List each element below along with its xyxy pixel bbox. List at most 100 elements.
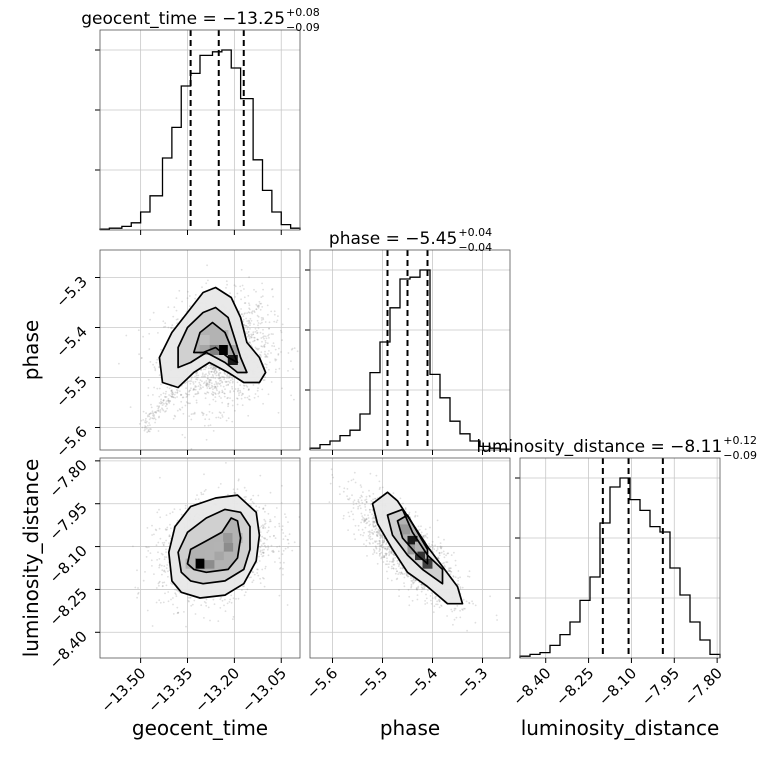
scatter-point	[424, 534, 427, 537]
scatter-point	[188, 415, 191, 417]
scatter-point	[151, 524, 153, 527]
scatter-point	[277, 353, 280, 355]
scatter-point	[226, 397, 229, 400]
scatter-point	[211, 385, 214, 388]
scatter-point	[227, 403, 230, 405]
scatter-point	[374, 525, 376, 528]
scatter-tail-point	[168, 387, 171, 390]
panel-frame	[99, 29, 301, 231]
scatter-point	[260, 302, 263, 305]
panel-frame	[519, 457, 721, 659]
scatter-point	[393, 563, 396, 566]
scatter-point	[181, 300, 184, 303]
scatter-point	[189, 597, 191, 599]
scatter-point	[259, 331, 262, 334]
scatter-point	[225, 419, 228, 422]
scatter-point	[456, 605, 459, 607]
scatter-tail-point	[150, 428, 152, 431]
scatter-point	[253, 323, 255, 326]
scatter-point	[218, 390, 221, 393]
density-cell	[185, 558, 196, 569]
scatter-point	[165, 539, 168, 542]
scatter-point	[163, 569, 166, 572]
scatter-point	[157, 332, 159, 334]
scatter-point	[392, 492, 395, 494]
scatter-point	[159, 516, 162, 519]
scatter-point	[262, 551, 265, 554]
scatter-point	[157, 541, 160, 544]
scatter-point	[372, 498, 374, 501]
scatter-point	[359, 507, 362, 510]
scatter-point	[436, 548, 439, 550]
scatter-point	[268, 337, 270, 339]
scatter-point	[257, 574, 260, 577]
scatter-point	[166, 564, 169, 566]
scatter-tail-point	[160, 398, 163, 401]
scatter-point	[256, 568, 258, 571]
scatter-point	[388, 545, 390, 548]
scatter-point	[204, 488, 207, 491]
scatter-point	[176, 396, 179, 398]
scatter-point	[379, 532, 382, 535]
scatter-point	[189, 305, 191, 308]
scatter-point	[152, 311, 155, 314]
scatter-point	[171, 324, 174, 327]
scatter-point	[231, 399, 234, 402]
scatter-point	[134, 586, 137, 589]
scatter-point	[418, 528, 421, 531]
title-lower-error: −0.09	[723, 449, 757, 462]
scatter-point	[421, 584, 424, 586]
scatter-point	[379, 553, 381, 555]
scatter-point	[274, 561, 276, 563]
scatter-point	[224, 598, 226, 601]
scatter-point	[125, 334, 128, 337]
scatter-tail-point	[145, 412, 148, 415]
scatter-point	[225, 280, 228, 283]
scatter-point	[200, 493, 203, 496]
scatter-point	[224, 373, 227, 375]
scatter-point	[183, 611, 185, 613]
scatter-tail-point	[148, 430, 151, 433]
scatter-point	[373, 517, 376, 519]
scatter-point	[414, 579, 416, 582]
scatter-point	[445, 554, 447, 557]
scatter-point	[263, 345, 265, 348]
scatter-point	[214, 368, 217, 371]
scatter-point	[221, 401, 224, 404]
scatter-point	[176, 318, 179, 320]
scatter-point	[243, 585, 245, 588]
scatter-point	[403, 582, 405, 584]
scatter-point	[259, 582, 262, 584]
scatter-point	[200, 368, 203, 371]
scatter-point	[269, 361, 271, 364]
scatter-point	[159, 601, 162, 604]
scatter-point	[203, 617, 205, 619]
scatter-tail-point	[144, 421, 146, 423]
scatter-point	[251, 581, 254, 584]
scatter-point	[256, 331, 259, 334]
scatter-point	[430, 599, 432, 602]
scatter-point	[176, 612, 179, 615]
scatter-point	[412, 577, 415, 580]
y-tick-label: −5.3	[52, 273, 90, 311]
scatter-point	[256, 304, 259, 307]
scatter-point	[262, 551, 265, 554]
scatter-point	[383, 555, 386, 557]
scatter-point	[468, 575, 471, 578]
scatter-point	[245, 331, 247, 333]
title-lower-error: −0.04	[458, 241, 492, 254]
scatter-point	[360, 486, 363, 488]
scatter-point	[231, 377, 233, 379]
scatter-tail-point	[155, 412, 158, 414]
scatter-point	[266, 531, 269, 534]
scatter-point	[188, 295, 191, 297]
scatter-point	[221, 381, 224, 384]
scatter-point	[163, 581, 166, 584]
scatter-point	[212, 394, 214, 396]
scatter-point	[265, 363, 268, 366]
scatter-point	[240, 289, 242, 292]
scatter-point	[186, 393, 189, 396]
scatter-point	[205, 282, 208, 285]
scatter-point	[268, 333, 270, 336]
scatter-tail-point	[161, 401, 164, 404]
